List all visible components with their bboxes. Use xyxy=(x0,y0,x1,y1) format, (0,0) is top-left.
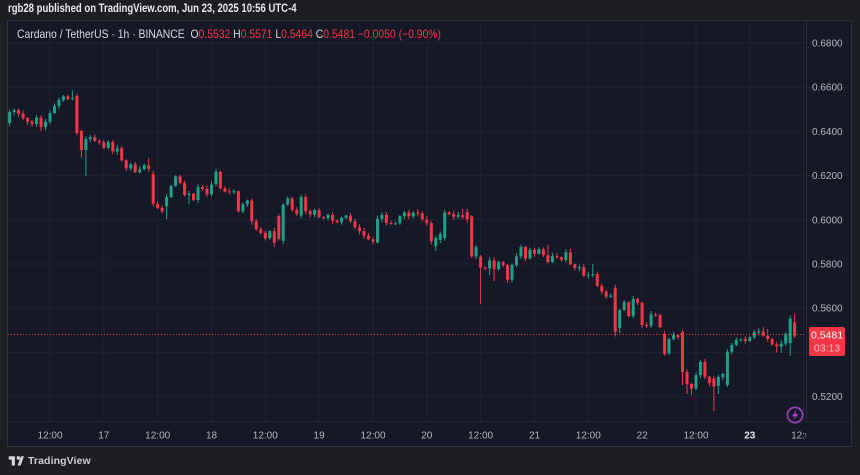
svg-text:0.5800: 0.5800 xyxy=(812,260,843,271)
svg-text:12:00: 12:00 xyxy=(791,431,816,442)
svg-text:20: 20 xyxy=(421,431,433,442)
svg-text:12:00: 12:00 xyxy=(253,431,278,442)
svg-text:19: 19 xyxy=(314,431,326,442)
svg-text:0.6600: 0.6600 xyxy=(812,83,843,94)
svg-text:12:00: 12:00 xyxy=(683,431,708,442)
svg-text:18: 18 xyxy=(206,431,218,442)
svg-text:0.5600: 0.5600 xyxy=(812,304,843,315)
svg-text:12:00: 12:00 xyxy=(468,431,493,442)
svg-text:12:00: 12:00 xyxy=(37,431,62,442)
svg-text:12:00: 12:00 xyxy=(576,431,601,442)
svg-text:0.6400: 0.6400 xyxy=(812,127,843,138)
svg-text:0.6800: 0.6800 xyxy=(812,39,843,50)
svg-text:22: 22 xyxy=(637,431,649,442)
svg-text:17: 17 xyxy=(98,431,110,442)
svg-text:23: 23 xyxy=(744,431,756,442)
svg-text:12:00: 12:00 xyxy=(360,431,385,442)
svg-text:03:13: 03:13 xyxy=(814,342,840,354)
svg-text:0.5200: 0.5200 xyxy=(812,392,843,403)
svg-text:0.6200: 0.6200 xyxy=(812,171,843,182)
svg-text:12:00: 12:00 xyxy=(145,431,170,442)
svg-text:21: 21 xyxy=(529,431,541,442)
svg-text:0.6000: 0.6000 xyxy=(812,215,843,226)
svg-text:0.5481: 0.5481 xyxy=(811,329,843,341)
